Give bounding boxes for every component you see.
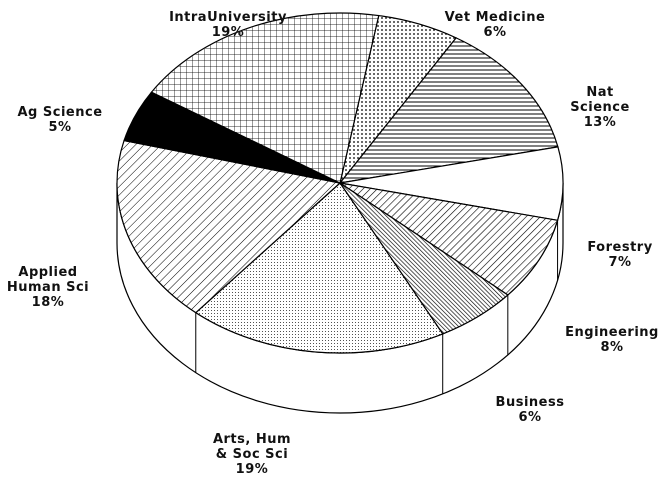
slice-label: Vet Medicine 6% — [445, 10, 546, 40]
slice-label: Business 6% — [496, 395, 565, 425]
percent-label: 8% — [600, 340, 624, 355]
percent-label: 19% — [235, 462, 269, 477]
category-name: IntraUniversity — [169, 10, 287, 25]
pie-slice — [338, 37, 559, 184]
percent-label: 6% — [483, 25, 507, 40]
percent-label: 13% — [583, 115, 617, 130]
pie-slice — [116, 139, 342, 314]
category-name: Business — [495, 395, 565, 410]
percent-label: 6% — [518, 410, 542, 425]
category-name: Applied Human Sci — [6, 265, 90, 295]
category-name: Nat Science — [570, 85, 630, 115]
pie-slice — [194, 182, 444, 354]
slice-label: Nat Science 13% — [566, 85, 635, 130]
slice-label: Applied Human Sci 18% — [7, 265, 89, 310]
percent-label: 18% — [31, 295, 65, 310]
percent-label: 7% — [608, 255, 632, 270]
pie-slice — [150, 12, 380, 184]
slice-label: IntraUniversity 19% — [169, 10, 287, 40]
category-name: Engineering — [565, 325, 659, 340]
category-name: Forestry — [587, 240, 653, 255]
percent-label: 19% — [211, 25, 245, 40]
slice-label: Ag Science 5% — [17, 105, 102, 135]
category-name: Ag Science — [17, 105, 103, 120]
slice-label: Engineering 8% — [565, 325, 659, 355]
percent-label: 5% — [48, 120, 72, 135]
category-name: Vet Medicine — [444, 10, 546, 25]
slice-label: Forestry 7% — [587, 240, 652, 270]
pie-slice — [339, 182, 559, 296]
slice-label: Arts, Hum & Soc Sci 19% — [213, 432, 291, 477]
category-name: Arts, Hum & Soc Sci — [212, 432, 292, 462]
